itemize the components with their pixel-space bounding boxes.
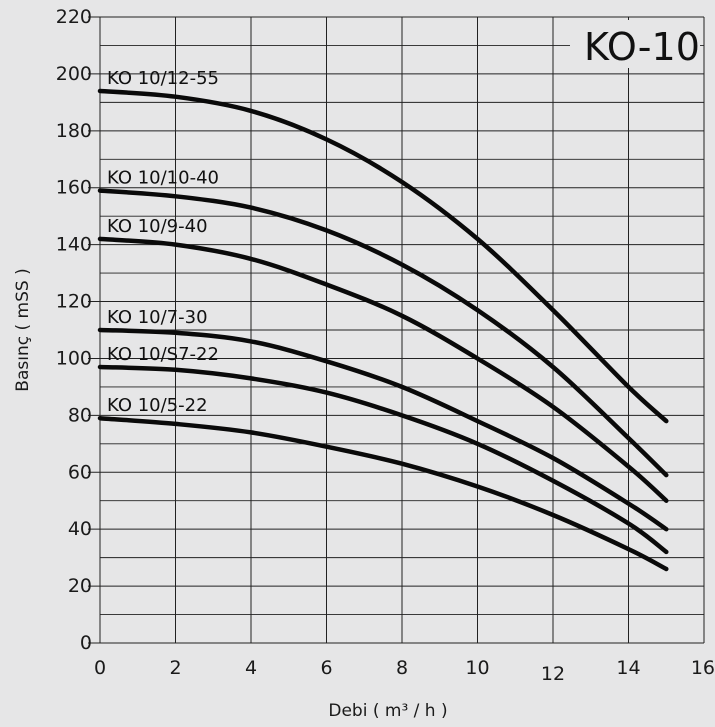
title-background bbox=[570, 20, 700, 68]
x-tick-label: 8 bbox=[396, 657, 408, 679]
y-tick-label: 100 bbox=[56, 347, 92, 369]
y-tick-label: 40 bbox=[68, 518, 92, 540]
y-axis-title: Basınç ( mSS ) bbox=[13, 268, 33, 391]
series-line bbox=[97, 236, 669, 503]
x-tick-label: 12 bbox=[541, 663, 565, 685]
y-tick-label: 140 bbox=[56, 234, 92, 256]
y-axis-ticks: 0 20 40 60 80 100 120 140 160 180 200 220 bbox=[56, 6, 92, 654]
y-tick-label: 120 bbox=[56, 291, 92, 313]
series-lines bbox=[97, 88, 669, 572]
x-axis-ticks: 0 2 4 6 8 10 12 14 16 bbox=[94, 657, 715, 685]
y-tick-label: 60 bbox=[68, 461, 92, 483]
x-tick-label: 14 bbox=[616, 657, 640, 679]
y-tick-label: 20 bbox=[68, 575, 92, 597]
x-tick-label: 6 bbox=[320, 657, 332, 679]
series-label: KO 10/12-55 bbox=[107, 68, 219, 89]
y-tick-label: 180 bbox=[56, 120, 92, 142]
y-tick-label: 220 bbox=[56, 6, 92, 28]
series-line bbox=[97, 88, 669, 424]
chart-title: KO-10 bbox=[584, 25, 700, 69]
y-tick-label: 80 bbox=[68, 404, 92, 426]
y-tick-label: 200 bbox=[56, 63, 92, 85]
x-tick-label: 16 bbox=[691, 657, 715, 679]
x-tick-label: 0 bbox=[94, 657, 106, 679]
series-label: KO 10/10-40 bbox=[107, 168, 219, 189]
series-line bbox=[97, 364, 669, 555]
series-label: KO 10/7-30 bbox=[107, 307, 208, 328]
series-labels: KO 10/12-55 KO 10/10-40 KO 10/9-40 KO 10/7-… bbox=[107, 68, 219, 416]
x-axis-title: Debi ( m³ / h ) bbox=[328, 701, 447, 721]
y-tick-label: 160 bbox=[56, 177, 92, 199]
x-tick-label: 10 bbox=[465, 657, 489, 679]
y-tick-label: 0 bbox=[80, 632, 92, 654]
series-label: KO 10/9-40 bbox=[107, 216, 208, 237]
series-line bbox=[97, 188, 669, 478]
series-line bbox=[97, 327, 669, 532]
series-label: KO 10/5-22 bbox=[107, 395, 208, 416]
series-line bbox=[97, 415, 669, 572]
x-tick-label: 2 bbox=[169, 657, 181, 679]
x-tick-label: 4 bbox=[245, 657, 257, 679]
series-label: KO 10/S7-22 bbox=[107, 344, 219, 365]
